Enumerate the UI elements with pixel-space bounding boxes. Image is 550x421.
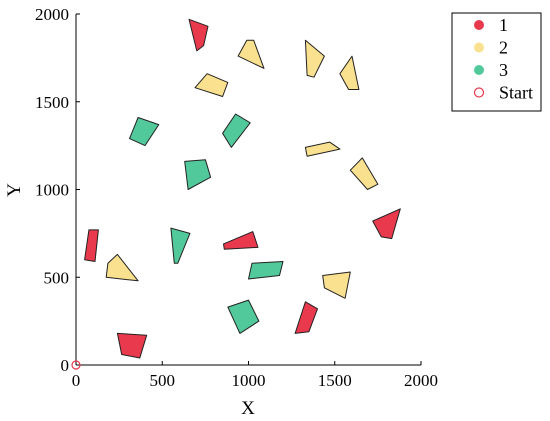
polygon-series-2 — [322, 271, 351, 299]
y-tick-label: 2000 — [35, 5, 69, 24]
polygon-series-2 — [304, 39, 325, 78]
polygon-series-1 — [223, 231, 259, 250]
legend-label: Start — [499, 83, 533, 103]
y-tick-label: 500 — [44, 268, 70, 287]
legend-label: 1 — [499, 15, 508, 35]
polygon-series-2 — [304, 141, 341, 157]
region-polygons — [84, 18, 401, 359]
polygon-series-2 — [194, 73, 229, 97]
legend: 1 23 Start — [451, 12, 542, 112]
y-tick-label: 0 — [61, 356, 70, 375]
polygon-series-2 — [349, 157, 379, 190]
legend-label: 3 — [499, 60, 508, 80]
polygon-series-3 — [248, 261, 284, 280]
polygon-series-2 — [339, 55, 360, 90]
polygon-series-3 — [170, 227, 191, 264]
polygon-series-1 — [84, 229, 99, 262]
legend-marker — [474, 20, 484, 30]
polygon-series-1 — [372, 208, 401, 240]
legend-label: 2 — [499, 38, 508, 58]
legend-marker — [474, 42, 484, 53]
x-axis-title: X — [241, 398, 255, 419]
polygon-series-1 — [294, 301, 318, 334]
polygon-series-2 — [105, 253, 139, 282]
legend-items: 1 23 Start — [473, 15, 533, 103]
legend-marker — [474, 65, 484, 75]
legend-marker — [473, 87, 485, 98]
y-axis-title: Y — [4, 183, 25, 197]
polygon-series-3 — [129, 117, 160, 147]
x-tick-label: 2000 — [404, 371, 438, 390]
polygon-series-2 — [237, 39, 265, 69]
start-marker — [71, 360, 81, 370]
polygon-series-1 — [116, 332, 148, 359]
x-tick-label: 500 — [150, 371, 176, 390]
polygon-series-3 — [227, 299, 260, 334]
polygon-series-3 — [222, 113, 251, 148]
x-tick-label: 1000 — [232, 371, 266, 390]
x-tick-label: 0 — [72, 371, 81, 390]
axis-ticks: 0 500 1000 1500 2000 0 500 1000 1500 2000 — [35, 5, 438, 390]
polygon-series-3 — [184, 159, 212, 190]
x-tick-label: 1500 — [318, 371, 352, 390]
legend-box — [451, 12, 542, 112]
polygon-series-1 — [188, 18, 209, 52]
y-tick-label: 1500 — [35, 93, 69, 112]
plot-area: 0 500 1000 1500 2000 0 500 1000 1500 2000 — [35, 5, 438, 390]
y-tick-label: 1000 — [35, 181, 69, 200]
